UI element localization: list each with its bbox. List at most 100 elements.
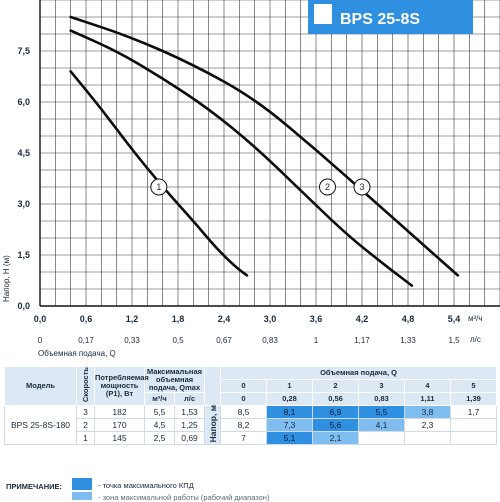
table-row: BPS 25-8S-180 3 182 5,5 1,53 Напор, м 8,… — [4, 405, 498, 445]
flow-ls-4: 1,11 — [404, 392, 452, 406]
head-cell — [404, 431, 452, 445]
header-model: Модель — [4, 366, 77, 406]
max-efficiency-swatch — [72, 478, 92, 490]
header-flow: Объемная подача, Q — [220, 366, 498, 380]
flow-m3h-0: 0 — [220, 379, 268, 393]
head-cell — [450, 418, 498, 432]
head-cell: 8,5 — [220, 405, 268, 419]
head-cell: 3,8 — [404, 405, 452, 419]
header-speed: Скорость — [76, 366, 95, 406]
x-tick-label: 1,8 — [172, 314, 185, 324]
row-power: 145 — [94, 431, 145, 445]
curve-2 — [69, 29, 414, 287]
x-tick-label: 0,6 — [80, 314, 93, 324]
x-tick-label-secondary: 1 — [314, 336, 319, 345]
y-tick-label: 4,5 — [17, 148, 30, 158]
pump-spec-table: Модель Скорость Потребляемая мощность (P… — [4, 366, 498, 445]
head-cell: 5,5 — [358, 405, 406, 419]
chart-title: BPS 25-8S — [340, 11, 420, 28]
flow-m3h-4: 4 — [404, 379, 452, 393]
curve-3 — [69, 15, 460, 277]
operating-range-swatch — [72, 492, 92, 500]
flow-m3h-3: 3 — [358, 379, 406, 393]
x-tick-label: 5,4 — [448, 314, 461, 324]
x-tick-label-secondary: 0,67 — [216, 336, 232, 345]
x-tick-label-secondary: 1,33 — [400, 336, 416, 345]
row-qmax-ls: 1,53 — [173, 405, 206, 419]
x-tick-label: 4,8 — [402, 314, 415, 324]
x-unit-bottom: л/с — [470, 335, 481, 344]
row-qmax-m3h: 4,5 — [144, 418, 175, 432]
head-cell: 5,6 — [312, 418, 360, 432]
note-title: ПРИМЕЧАНИЕ: — [6, 482, 63, 491]
axis-ticks: 0,0 1,5 3,0 4,5 6,0 7,5 0,0 0,6 1,2 1,8 2,4 3,0 3,6 4… — [17, 46, 460, 345]
model-banner — [308, 0, 473, 34]
curve-label-2: 2 — [325, 182, 330, 192]
head-cell: 8,1 — [266, 405, 314, 419]
x-tick-label-secondary: 0,33 — [124, 336, 140, 345]
x-unit-top: м³/ч — [468, 314, 483, 323]
x-tick-label: 0,0 — [34, 314, 47, 324]
curve-1 — [69, 70, 249, 277]
header-power: Потребляемая мощность (P1), Вт — [94, 366, 149, 406]
y-tick-label: 3,0 — [17, 199, 30, 209]
head-cell: 1,7 — [450, 405, 498, 419]
curve-label-circle-3 — [353, 178, 371, 196]
note-item-range: - зона максимальной работы (рабочий диап… — [98, 493, 270, 502]
head-cell: 4,1 — [358, 418, 406, 432]
flow-m3h-1: 1 — [266, 379, 314, 393]
row-speed: 2 — [76, 418, 95, 432]
x-axis-label: Объемная подача, Q — [38, 349, 116, 358]
curve-label-circle-1 — [150, 178, 168, 196]
x-tick-label-secondary: 1,17 — [354, 336, 370, 345]
header-qmax-m3h: м³/ч — [144, 392, 175, 406]
chart-grid — [39, 0, 500, 307]
y-tick-label: 0,0 — [17, 301, 30, 311]
head-cell: 8,2 — [220, 418, 268, 432]
head-cell: 7 — [220, 431, 268, 445]
y-tick-label: 7,5 — [17, 46, 30, 56]
flow-ls-0: 0 — [220, 392, 268, 406]
row-qmax-ls: 1,25 — [173, 418, 206, 432]
table-row: 2 170 4,5 1,25 8,2 7,3 5,6 4,1 2,3 — [5, 418, 498, 432]
row-power: 182 — [94, 405, 145, 419]
head-cell: 6,9 — [312, 405, 360, 419]
row-qmax-m3h: 2,5 — [144, 431, 175, 445]
y-axis-label: Напор, H (м) — [2, 255, 11, 302]
row-qmax-ls: 0,69 — [173, 431, 206, 445]
y-tick-label: 6,0 — [17, 97, 30, 107]
head-cell: 7,3 — [266, 418, 314, 432]
x-tick-label: 1,2 — [126, 314, 139, 324]
row-qmax-m3h: 5,5 — [144, 405, 175, 419]
head-cell: 2,3 — [404, 418, 452, 432]
x-tick-label-secondary: 1,5 — [448, 336, 460, 345]
flow-ls-2: 0,56 — [312, 392, 360, 406]
head-cell — [450, 431, 498, 445]
flow-ls-5: 1,39 — [450, 392, 498, 406]
performance-curves: 1 2 3 — [69, 15, 460, 287]
x-tick-label-secondary: 0,17 — [78, 336, 94, 345]
header-head: Напор, м — [204, 405, 222, 445]
x-tick-label: 3,6 — [310, 314, 323, 324]
y-tick-label: 1,5 — [17, 250, 30, 260]
head-cell: 2,1 — [312, 431, 360, 445]
head-cell: 5,1 — [266, 431, 314, 445]
x-tick-label: 2,4 — [218, 314, 231, 324]
flow-m3h-5: 5 — [450, 379, 498, 393]
table-row: 1 145 2,5 0,69 7 5,1 2,1 — [5, 431, 498, 445]
row-speed: 3 — [76, 405, 95, 419]
row-speed: 1 — [76, 431, 95, 445]
header-qmax: Максимальная объемная подача, Qmax — [143, 366, 206, 393]
curve-label-1: 1 — [156, 182, 161, 192]
flow-m3h-2: 2 — [312, 379, 360, 393]
curve-label-3: 3 — [359, 182, 364, 192]
x-tick-label-secondary: 0,83 — [262, 336, 278, 345]
header-unit-spacer — [204, 366, 222, 406]
curve-label-circle-2 — [319, 178, 336, 196]
banner-white-square — [314, 4, 332, 24]
head-cell — [358, 431, 406, 445]
x-tick-label-secondary: 0 — [38, 336, 43, 345]
note-item-efficiency: - точка максимального КПД — [98, 481, 194, 490]
header-qmax-ls: л/с — [173, 392, 206, 406]
